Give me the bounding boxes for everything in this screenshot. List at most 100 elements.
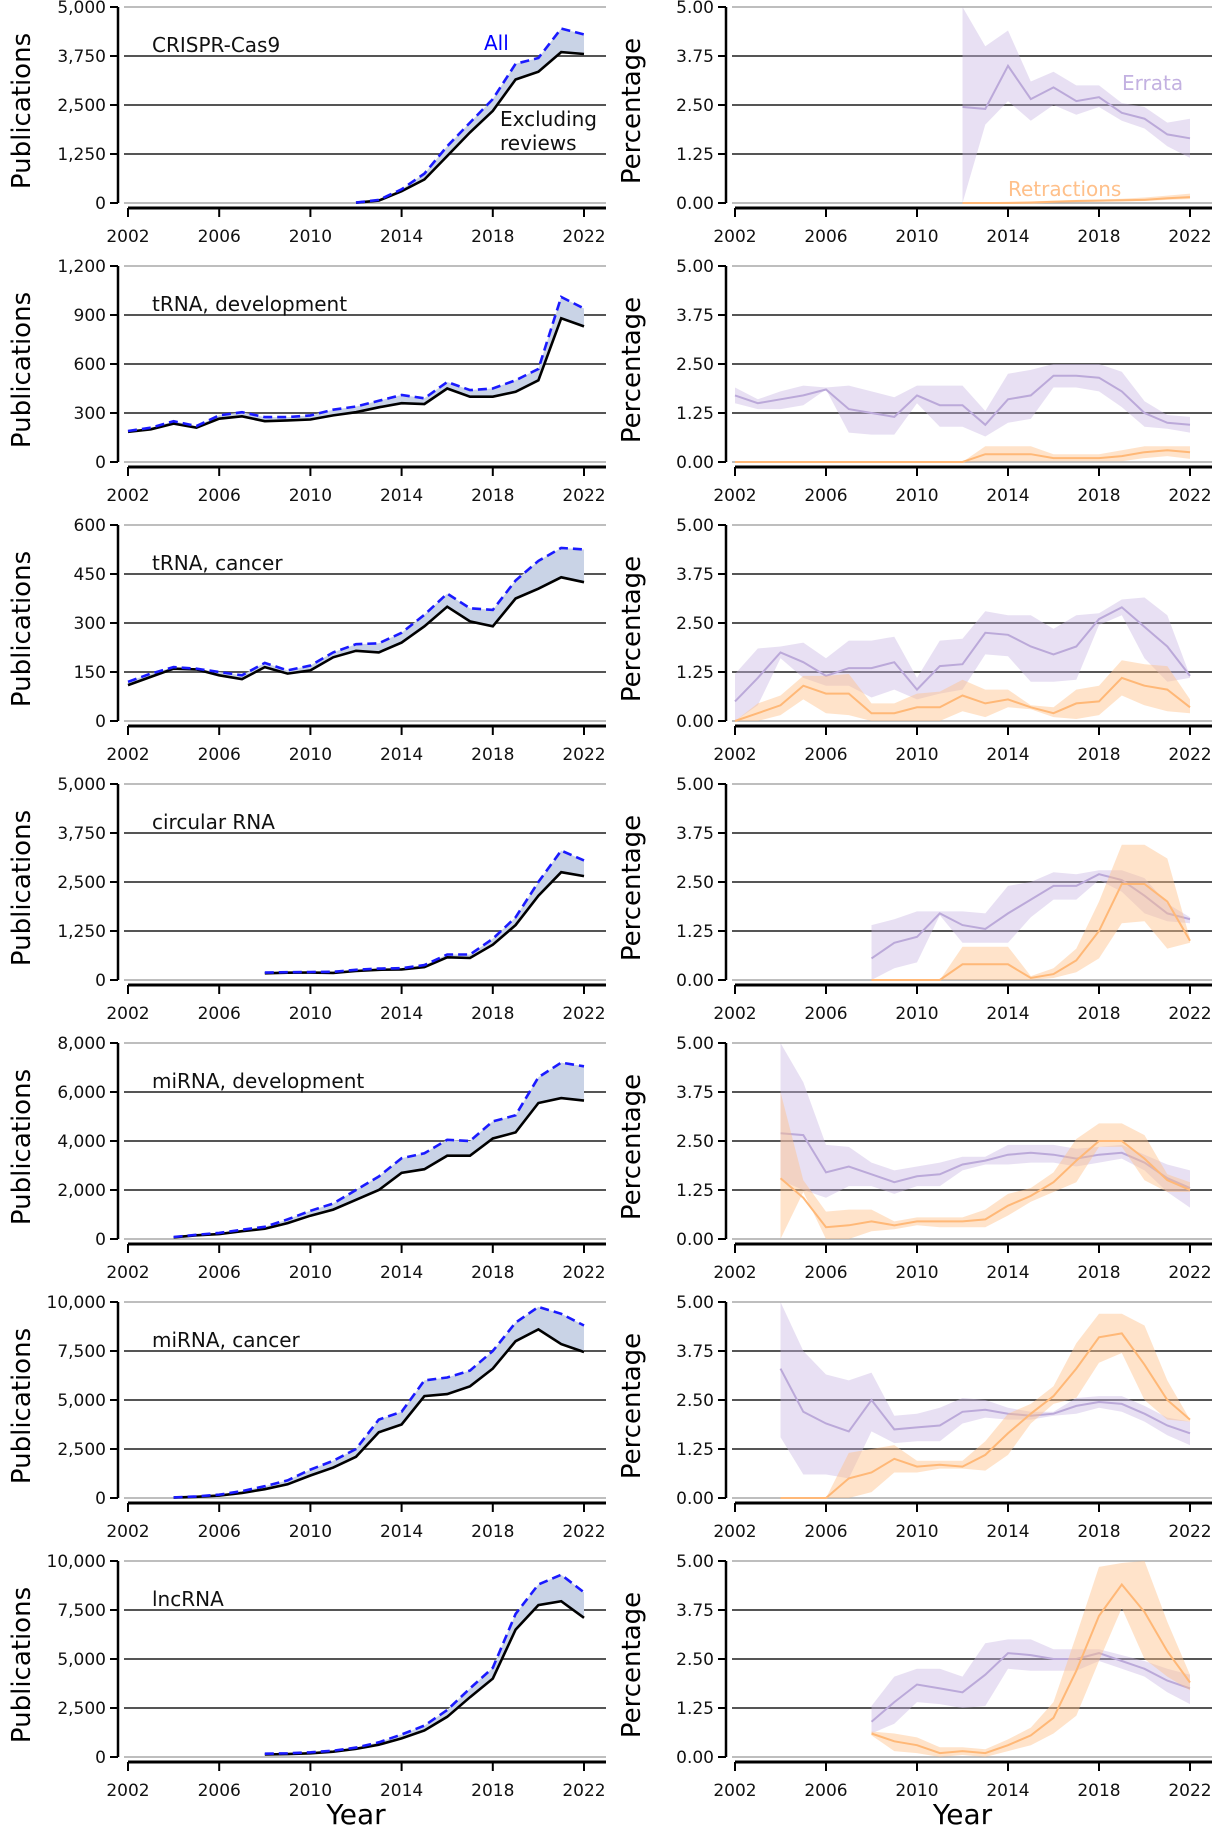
x-tick-label: 2014	[986, 1263, 1029, 1283]
line-excluding-reviews	[264, 870, 585, 975]
errata-line	[780, 1132, 1191, 1189]
errata-line	[870, 873, 1191, 960]
y-axis-label: Percentage	[617, 815, 647, 961]
y-tick-label: 3.75	[676, 47, 714, 67]
y-tick-label: 5.00	[676, 1034, 714, 1054]
y-axis-label: Percentage	[617, 556, 647, 702]
x-tick-label: 2002	[106, 1263, 149, 1283]
x-tick-label: 2014	[380, 227, 423, 247]
y-tick-label: 2,500	[57, 96, 106, 116]
retractions-line	[779, 1140, 1191, 1229]
x-tick-label: 2010	[289, 1781, 332, 1801]
annotation-excluding-reviews: Excluding reviews	[500, 107, 597, 155]
x-tick-label: 2014	[986, 1522, 1029, 1542]
y-tick-label: 2,500	[57, 1440, 106, 1460]
x-tick-label: 2014	[986, 1004, 1029, 1024]
y-tick-label: 5.00	[676, 516, 714, 536]
x-tick-label: 2006	[198, 1781, 241, 1801]
x-tick-label: 2018	[1077, 1263, 1120, 1283]
x-tick-label: 2014	[380, 1004, 423, 1024]
gap-fill-area	[173, 1062, 584, 1238]
errata-line	[779, 1368, 1191, 1435]
errata-confidence-band	[780, 1043, 1190, 1208]
x-tick-label: 2022	[562, 1004, 605, 1024]
x-tick-label: 2010	[895, 1522, 938, 1542]
annotation-all: All	[484, 31, 509, 55]
x-tick-label: 2022	[1168, 1004, 1211, 1024]
y-tick-label: 2.50	[676, 1391, 714, 1411]
line-all	[264, 848, 585, 974]
y-tick-label: 3.75	[676, 1083, 714, 1103]
panel-title: tRNA, development	[152, 292, 347, 316]
x-tick-label: 2006	[804, 486, 847, 506]
y-axis-label: Percentage	[617, 1333, 647, 1479]
x-tick-label: 2022	[1168, 1522, 1211, 1542]
y-tick-label: 3.75	[676, 1601, 714, 1621]
retractions-line	[735, 449, 1191, 463]
y-tick-label: 1.25	[676, 1440, 714, 1460]
y-tick-label: 0.00	[676, 971, 714, 991]
y-tick-label: 5.00	[676, 775, 714, 795]
x-tick-label: 2018	[471, 227, 514, 247]
x-tick-label: 2010	[895, 745, 938, 765]
x-tick-label: 2006	[804, 1263, 847, 1283]
x-tick-label: 2002	[106, 745, 149, 765]
y-tick-label: 600	[74, 355, 106, 375]
y-tick-label: 1,250	[57, 145, 106, 165]
y-tick-label: 3.75	[676, 1342, 714, 1362]
y-tick-label: 2.50	[676, 1132, 714, 1152]
y-tick-label: 7,500	[57, 1601, 106, 1621]
y-tick-label: 1.25	[676, 1181, 714, 1201]
x-tick-label: 2014	[986, 1781, 1029, 1801]
y-tick-label: 0.00	[676, 1230, 714, 1250]
x-tick-label: 2018	[1077, 1781, 1120, 1801]
line-all	[127, 295, 585, 433]
line-all	[264, 1573, 585, 1755]
panel-title: lncRNA	[152, 1587, 224, 1611]
y-tick-label: 5,000	[57, 1391, 106, 1411]
retractions-confidence-band	[735, 446, 1190, 462]
x-tick-label: 2006	[804, 227, 847, 247]
x-tick-label: 2006	[198, 227, 241, 247]
line-all	[173, 1061, 585, 1239]
line-all	[127, 546, 585, 684]
y-tick-label: 5,000	[57, 0, 106, 18]
x-tick-label: 2010	[895, 227, 938, 247]
x-tick-label: 2014	[380, 1263, 423, 1283]
y-axis-label: Publications	[7, 33, 37, 189]
x-tick-label: 2022	[1168, 227, 1211, 247]
x-tick-label: 2022	[562, 745, 605, 765]
chart-panel: 0 300 600 900 1,200 2002 2006 2010 2014 2018 2022 P…	[7, 257, 606, 506]
y-axis-label: Publications	[7, 1587, 37, 1743]
y-tick-label: 0	[95, 1748, 106, 1768]
x-tick-label: 2018	[1077, 1004, 1120, 1024]
gap-fill-area	[264, 850, 584, 974]
x-tick-label: 2014	[986, 745, 1029, 765]
x-tick-label: 2010	[289, 1004, 332, 1024]
x-tick-label: 2022	[562, 486, 605, 506]
y-tick-label: 2,000	[57, 1181, 106, 1201]
panel-title: tRNA, cancer	[152, 551, 283, 575]
x-tick-label: 2018	[1077, 486, 1120, 506]
y-tick-label: 3,750	[57, 824, 106, 844]
y-axis-label: Publications	[7, 292, 37, 448]
x-tick-label: 2014	[986, 486, 1029, 506]
y-tick-label: 1.25	[676, 1699, 714, 1719]
x-tick-label: 2022	[1168, 1263, 1211, 1283]
y-tick-label: 300	[74, 404, 106, 424]
line-excluding-reviews	[355, 50, 585, 204]
gap-fill-area	[356, 28, 584, 203]
y-tick-label: 2.50	[676, 355, 714, 375]
y-tick-label: 2,500	[57, 1699, 106, 1719]
gap-fill-area	[264, 1574, 584, 1755]
y-tick-label: 3.75	[676, 565, 714, 585]
y-tick-label: 0.00	[676, 1748, 714, 1768]
chart-panel: 0.00 1.25 2.50 3.75 5.00 2002 2006 2010 2014 2018…	[617, 775, 1212, 1024]
panel-title: miRNA, development	[152, 1069, 364, 1093]
x-tick-label: 2006	[198, 1004, 241, 1024]
y-tick-label: 2.50	[676, 1650, 714, 1670]
x-tick-label: 2002	[713, 1781, 756, 1801]
x-tick-label: 2018	[471, 1781, 514, 1801]
x-tick-label: 2002	[106, 1522, 149, 1542]
